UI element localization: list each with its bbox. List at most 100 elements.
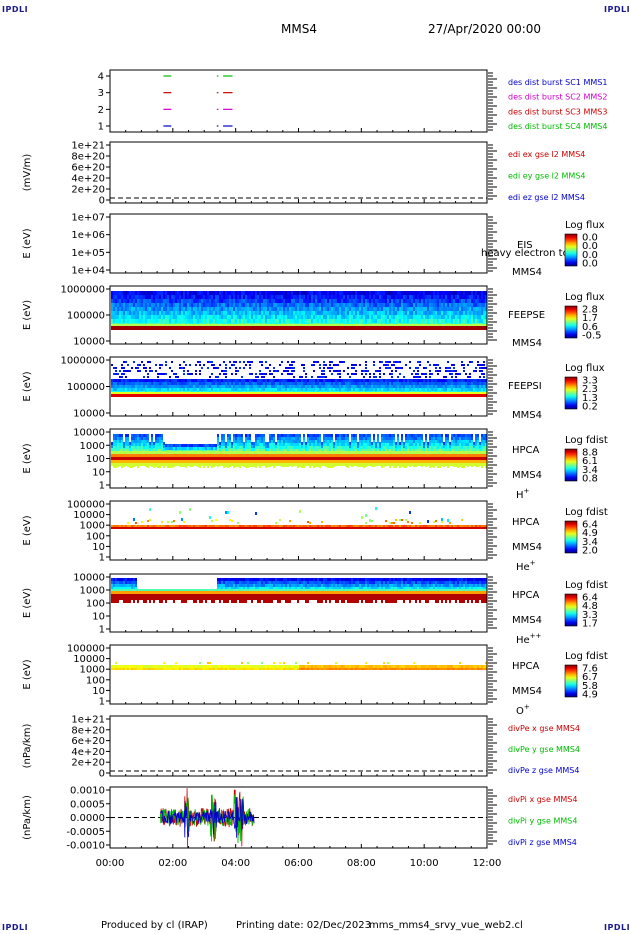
feepsi-cell [387, 367, 389, 369]
feepse-cell [247, 291, 249, 295]
feepse-cell [461, 319, 463, 323]
feepsi-cell [203, 382, 205, 385]
feepse-cell [173, 299, 175, 303]
feepsi-cell [479, 364, 481, 366]
feepsi-cell [385, 361, 387, 363]
feepse-cell [169, 303, 171, 307]
feepsi-cell [241, 379, 243, 382]
feepsi-cell [305, 382, 307, 385]
feepse-cell [251, 307, 253, 311]
feepsi-instrument-label: FEEPSI [508, 381, 542, 392]
hpca_h-cell [245, 437, 247, 440]
feepse-cell [427, 307, 429, 311]
feepse-cell [237, 295, 239, 299]
hpca_h-cell [191, 447, 193, 450]
feepse-cell [311, 319, 313, 323]
feepsi-cell [119, 392, 121, 394]
feepse-cell [119, 315, 121, 319]
hpca_h-cell [233, 451, 235, 454]
hpca_h-cell [165, 451, 167, 454]
feepse-cell [339, 303, 341, 307]
feepsi-cell [321, 388, 323, 391]
feepse-cell [175, 291, 177, 295]
feepsi-cell [325, 385, 327, 388]
feepse-cell [407, 291, 409, 295]
feepse-cell [279, 315, 281, 319]
feepse-cell [401, 326, 403, 330]
hpca_h-cell [255, 454, 257, 457]
feepsi-cell [359, 382, 361, 385]
feepsi-cell [255, 373, 257, 375]
feepse-cell [461, 299, 463, 303]
feepse-cell [335, 291, 337, 295]
feepsi-cell [361, 385, 363, 388]
feepse-cell [189, 295, 191, 299]
feepsi-cell [259, 373, 261, 375]
feepse-cell [163, 299, 165, 303]
feepsi-cell [337, 379, 339, 382]
feepsi-cell [413, 376, 415, 378]
feepse-cell [273, 303, 275, 307]
feepse-cell [427, 295, 429, 299]
hpca_h-cell [203, 463, 205, 468]
feepsi-cell [413, 370, 415, 372]
hpca_h-cell [197, 451, 199, 454]
feepsi-cell [259, 388, 261, 391]
feepse-cell [215, 307, 217, 311]
feepsi-cell [407, 382, 409, 385]
hpca_h-cell [209, 454, 211, 457]
feepse-cell [369, 295, 371, 299]
feepsi-cell [263, 388, 265, 391]
feepse-cell [311, 326, 313, 330]
feepsi-cell [303, 382, 305, 385]
feepsi-cell [123, 394, 125, 397]
feepsi-cell [171, 379, 173, 382]
feepse-cell [465, 303, 467, 307]
feepsi-cell [347, 382, 349, 385]
feepse-cell [363, 299, 365, 303]
feepse-cell [257, 319, 259, 323]
feepse-cell [155, 311, 157, 315]
hpca_h-cell [219, 448, 221, 451]
feepsi-cell [153, 385, 155, 388]
hpca_h-cell [237, 446, 239, 449]
feepse-cell [381, 319, 383, 323]
feepse-cell [199, 319, 201, 323]
feepsi-cell [315, 388, 317, 391]
feepse-cell [461, 295, 463, 299]
feepsi-cell [305, 388, 307, 391]
feepsi-cell [113, 394, 115, 397]
feepse-cell [181, 299, 183, 303]
feepsi-cell [261, 379, 263, 382]
feepsi-cell [121, 382, 123, 385]
feepse-cell [461, 326, 463, 330]
hpca_h-cell [235, 434, 237, 437]
feepse-cell [391, 311, 393, 315]
hpca_h-cell [257, 434, 259, 437]
hpca_h-cell [167, 451, 169, 454]
divpe-ytick-label: 1e+21 [71, 715, 105, 726]
feepsi-cell [469, 385, 471, 388]
feepsi-cell [291, 392, 293, 394]
hpca_h-cell [237, 443, 239, 446]
feepse-cell [391, 326, 393, 330]
feepsi-cell [357, 392, 359, 394]
feepsi-cell [177, 376, 179, 378]
feepse-cell [367, 295, 369, 299]
feepse-cell [349, 326, 351, 330]
hpca_h-cell [155, 454, 157, 457]
edi-legend-entry: edi ey gse l2 MMS4 [508, 172, 586, 181]
feepse-cell [253, 311, 255, 315]
feepsi-cell [127, 364, 129, 366]
hpca_h-cell [191, 454, 193, 457]
feepse-cell [319, 299, 321, 303]
feepsi-cell [435, 385, 437, 388]
feepsi-cell [361, 373, 363, 375]
feepsi-cell [241, 392, 243, 394]
feepsi-cell [273, 376, 275, 378]
feepse-cell [483, 299, 485, 303]
feepse-cell [253, 299, 255, 303]
feepse-cell [479, 307, 481, 311]
feepsi-cell [381, 379, 383, 382]
feepse-cell [465, 299, 467, 303]
